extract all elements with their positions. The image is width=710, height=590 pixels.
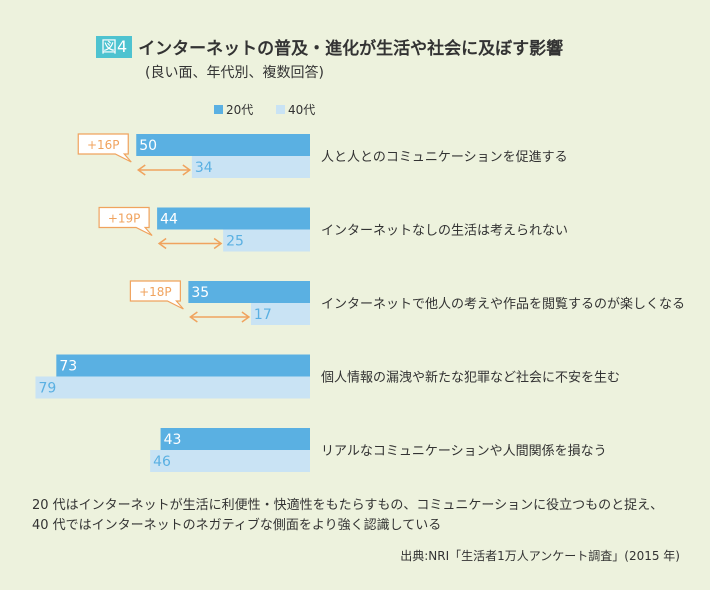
bar-20s-4 [56,354,311,377]
difference-arrowhead-right-1 [182,164,192,176]
difference-arrowhead-left-2 [157,237,167,250]
category-label-4: 個人情報の漏洩や新たな犯罪など社会に不安を生む [321,370,620,386]
category-label-5: リアルなコミュニケーションや人間関係を損なう [321,444,607,459]
data-label-40s-5: 46 [153,454,171,470]
difference-callout-1 [77,133,132,163]
bar-20s-1 [136,134,310,156]
bar-40s-1 [191,156,310,178]
difference-arrowhead-right-2 [213,237,223,250]
category-label-3: インターネットで他人の考えや作品を閲覧するのが楽しくなる [321,296,685,312]
bar-20s-3 [188,281,310,303]
bar-40s-3 [250,303,310,325]
data-label-20s-4: 73 [59,359,77,375]
category-label-2: インターネットなしの生活は考えられない [321,224,568,239]
legend-label-1: 20代 [226,103,253,117]
difference-label-3: +18P [139,285,172,299]
difference-callout-3 [129,280,184,310]
data-label-40s-1: 34 [195,160,213,176]
chart-title: インターネットの普及・進化が生活や社会に及ぼす影響 [138,39,564,59]
title-block: 図4 インターネットの普及・進化が生活や社会に及ぼす影響 [96,34,563,59]
data-label-40s-4: 79 [38,381,56,397]
data-label-20s-3: 35 [191,285,209,301]
footnote-line-1: 20 代はインターネットが生活に利便性・快適性をもたらすもの、コミュニケーション… [32,498,664,513]
difference-label-2: +19P [108,212,141,226]
difference-arrowhead-left-1 [136,164,146,176]
legend-label-2: 40代 [288,103,315,117]
legend-swatch-1 [214,105,223,114]
difference-arrowhead-right-3 [241,311,251,323]
bar-40s-5 [150,450,310,472]
source-note: 出典:NRI「生活者1万人アンケート調査」(2015 年) [400,549,680,563]
data-label-40s-2: 25 [226,234,244,250]
difference-callout-2 [98,206,153,237]
category-label-1: 人と人とのコミュニケーションを促進する [321,150,568,165]
bar-20s-2 [157,207,310,230]
difference-label-1: +16P [87,138,120,152]
bar-40s-4 [35,376,310,399]
data-label-20s-2: 44 [160,212,178,228]
data-label-40s-3: 17 [254,307,272,323]
data-label-20s-1: 50 [139,138,157,154]
difference-arrowhead-left-3 [189,311,198,323]
chart-subtitle: (良い面、年代別、複数回答) [145,65,324,81]
figure-number-badge: 図4 [96,35,133,58]
bar-40s-2 [223,229,310,252]
data-label-20s-5: 43 [164,432,182,448]
bar-20s-5 [160,428,310,450]
footnote-line-2: 40 代ではインターネットのネガティブな側面をより強く認識している [32,518,442,533]
legend-swatch-2 [276,105,285,114]
